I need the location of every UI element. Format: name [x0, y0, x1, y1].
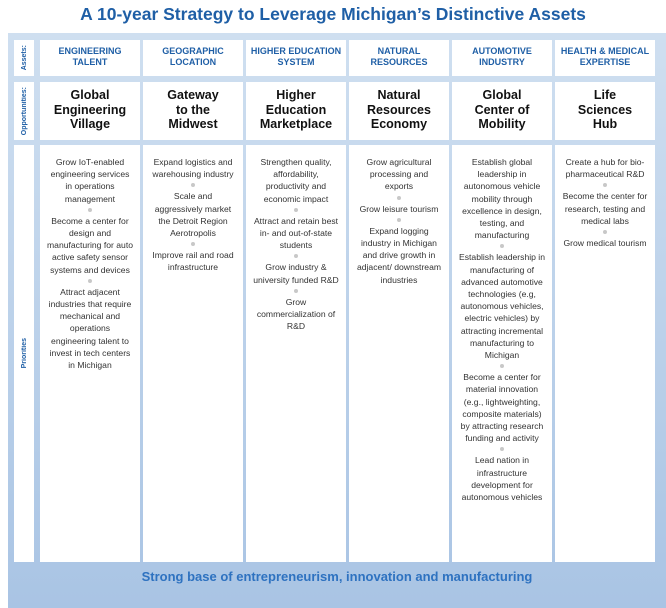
opportunity-line: Global [70, 88, 110, 102]
bullet-dot [191, 242, 195, 247]
opportunity-line: Midwest [168, 117, 218, 131]
priorities-box: Establish global leadership in autonomou… [452, 145, 552, 562]
opportunity-line: Gateway [167, 88, 219, 102]
footer: Strong base of entrepreneurism, innovati… [141, 569, 533, 584]
row-label: Assets: [20, 45, 28, 71]
priority-item: Become a center for material innovation … [460, 372, 544, 444]
opportunity-line: Mobility [478, 117, 526, 131]
priority-item: Grow agricultural processing and exports [366, 157, 432, 192]
asset-line: EXPERTISE [579, 57, 631, 67]
opportunity-line: Higher [276, 88, 316, 102]
priority-item: Expand logistics and warehousing industr… [152, 157, 234, 180]
title: A 10-year Strategy to Leverage Michigan’… [80, 4, 586, 24]
priority-item: Attract adjacent industries that require… [48, 286, 132, 371]
opportunity-box: Life Sciences Hub [555, 82, 655, 140]
opportunity-line: to the [175, 102, 211, 117]
asset-line: LOCATION [169, 57, 217, 67]
priority-item: Expand logging industry in Michigan and … [356, 225, 442, 285]
priority-item: Attract and retain best in- and out-of-s… [253, 215, 339, 251]
bullet-dot [500, 447, 504, 452]
bullet-dot [294, 254, 298, 259]
row-label-box: Opportunities: [14, 82, 34, 140]
bullet-dot [294, 288, 298, 293]
priority-item: Scale and aggressively market the Detroi… [154, 191, 232, 239]
opportunity-line: Marketplace [259, 117, 333, 131]
bullet-dot [500, 364, 504, 369]
priority-item: Strengthen quality, affordability, produ… [260, 157, 332, 204]
priority-item: Create a hub for bio-pharmaceutical R&D [565, 157, 645, 180]
priority-item: Grow industry & university funded R&D [253, 262, 339, 285]
bullet-dot [603, 230, 607, 235]
bullet-dot [294, 207, 298, 212]
opportunity-line: Engineering [53, 102, 127, 117]
priority-item: Lead nation in infrastructure developmen… [461, 455, 543, 503]
asset-line: INDUSTRY [479, 57, 525, 67]
asset-line: TALENT [72, 57, 108, 67]
asset-line: GEOGRAPHIC [162, 46, 224, 56]
opportunity-box: Gateway to the Midwest [143, 82, 243, 140]
opportunity-line: Global [482, 88, 522, 102]
asset-box: GEOGRAPHIC LOCATION [143, 40, 243, 76]
asset-box: AUTOMOTIVE INDUSTRY [452, 40, 552, 76]
row-label: Priorities [20, 338, 28, 369]
priority-item: Establish leadership in manufacturing of… [459, 252, 545, 361]
asset-box: HIGHER EDUCATION SYSTEM [246, 40, 346, 76]
asset-box: NATURAL RESOURCES [349, 40, 449, 76]
priorities-box: Expand logistics and warehousing industr… [143, 145, 243, 562]
bullet-dot [397, 195, 401, 200]
opportunity-line: Education [265, 102, 327, 117]
priority-item: Become a center for design and manufactu… [47, 215, 133, 275]
row-label-box: Assets: [14, 40, 34, 76]
priorities-box: Create a hub for bio-pharmaceutical R&D B… [555, 145, 655, 562]
asset-line: SYSTEM [277, 57, 315, 67]
opportunity-line: Life [593, 88, 617, 102]
priority-item: Grow IoT-enabled engineering services in… [50, 157, 130, 204]
opportunity-line: Resources [367, 102, 431, 117]
opportunity-line: Natural [377, 88, 421, 102]
asset-line: HIGHER EDUCATION [250, 46, 342, 56]
priority-item: Become the center for research, testing … [562, 191, 648, 226]
opportunity-box: Global Center of Mobility [452, 82, 552, 140]
asset-line: NATURAL [377, 46, 421, 56]
asset-box: HEALTH & MEDICAL EXPERTISE [555, 40, 655, 76]
opportunity-box: Natural Resources Economy [349, 82, 449, 140]
asset-line: HEALTH & MEDICAL [560, 46, 650, 56]
bullet-dot [191, 183, 195, 188]
bullet-dot [88, 278, 92, 283]
priority-item: Grow leisure tourism [359, 203, 439, 214]
asset-box: ENGINEERING TALENT [40, 40, 140, 76]
priorities-box: Strengthen quality, affordability, produ… [246, 145, 346, 562]
priorities-box: Grow agricultural processing and exports… [349, 145, 449, 562]
bullet-dot [397, 217, 401, 222]
row-label: Opportunities: [20, 86, 28, 136]
opportunity-line: Center of [474, 102, 530, 117]
bullet-dot [500, 244, 504, 249]
opportunity-line: Sciences [577, 102, 633, 117]
priorities-box: Grow IoT-enabled engineering services in… [40, 145, 140, 562]
opportunity-box: Higher Education Marketplace [246, 82, 346, 140]
bullet-dot [603, 183, 607, 188]
opportunity-line: Hub [592, 117, 618, 131]
row-label-box: Priorities [14, 145, 34, 562]
opportunity-box: Global Engineering Village [40, 82, 140, 140]
priority-item: Improve rail and road infrastructure [152, 250, 234, 273]
bullet-dot [88, 207, 92, 212]
opportunity-line: Village [69, 117, 111, 131]
asset-line: ENGINEERING [58, 46, 122, 56]
asset-line: AUTOMOTIVE [472, 46, 532, 56]
asset-line: RESOURCES [370, 57, 428, 67]
priority-item: Grow commercialization of R&D [256, 296, 336, 332]
priority-item: Establish global leadership in autonomou… [462, 157, 542, 241]
opportunity-line: Economy [370, 117, 428, 131]
priority-item: Grow medical tourism [563, 238, 647, 249]
